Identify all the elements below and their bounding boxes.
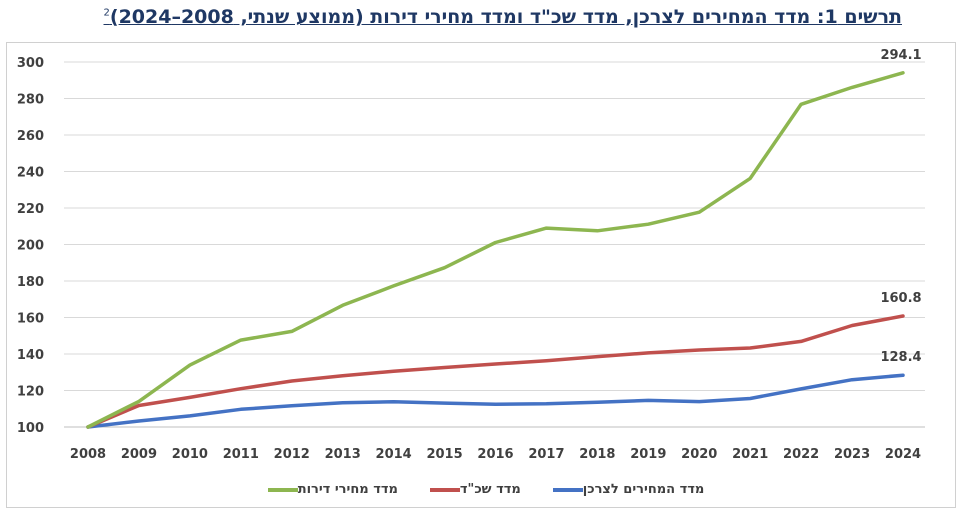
y-tick-label-240: 240 [17,166,44,181]
x-tick-label-2017: 2017 [528,447,564,462]
x-tick-label-2014: 2014 [376,447,412,462]
legend-label-2: מדד מחירי דירות [297,482,398,497]
legend-label-1: מדד שכ"ד [459,482,521,497]
series-line-2 [86,71,905,429]
legend-swatch-0 [552,487,583,492]
legend-swatch-2 [267,487,298,492]
x-tick-label-2012: 2012 [274,447,310,462]
y-tick-label-180: 180 [17,275,44,290]
legend-swatch-1 [429,487,460,492]
y-tick-label-160: 160 [17,312,44,327]
legend-item-1: מדד שכ"ד [422,482,521,497]
x-tick-label-2019: 2019 [630,447,666,462]
x-tick-label-2018: 2018 [579,447,615,462]
x-tick-label-2011: 2011 [223,447,259,462]
x-tick-label-2020: 2020 [681,447,717,462]
chart-frame [6,42,956,508]
x-tick-label-2022: 2022 [783,447,819,462]
x-tick-label-2021: 2021 [732,447,768,462]
y-tick-label-260: 260 [17,129,44,144]
y-tick-label-140: 140 [17,348,44,363]
legend-label-0: מדד המחירים לצרכן [582,482,705,497]
data-label-series-1: 160.8 [880,291,921,306]
series-line-1 [86,314,905,429]
x-tick-label-2016: 2016 [477,447,513,462]
x-tick-label-2008: 2008 [70,447,106,462]
y-tick-label-200: 200 [17,239,44,254]
x-tick-label-2015: 2015 [426,447,462,462]
x-tick-label-2023: 2023 [834,447,870,462]
x-tick-label-2013: 2013 [325,447,361,462]
legend-item-0: מדד המחירים לצרכן [545,482,705,497]
x-tick-label-2010: 2010 [172,447,208,462]
y-tick-label-120: 120 [17,385,44,400]
data-label-series-0: 128.4 [880,350,921,365]
y-tick-label-100: 100 [17,421,44,436]
y-tick-label-300: 300 [17,56,44,71]
chart-legend: מדד המחירים לצרכן מדד שכ"ד מדד מחירי דירות [0,482,964,497]
x-tick-label-2009: 2009 [121,447,157,462]
series-line-0 [86,373,905,429]
footnote-marker: 2 [103,7,110,19]
x-tick-label-2024: 2024 [885,447,921,462]
data-label-series-2: 294.1 [880,48,921,63]
y-tick-label-220: 220 [17,202,44,217]
y-tick-label-280: 280 [17,93,44,108]
chart-title: תרשים 1: מדד המחירים לצרכן, מדד שכ"ד ומד… [103,6,903,28]
legend-item-2: מדד מחירי דירות [260,482,398,497]
